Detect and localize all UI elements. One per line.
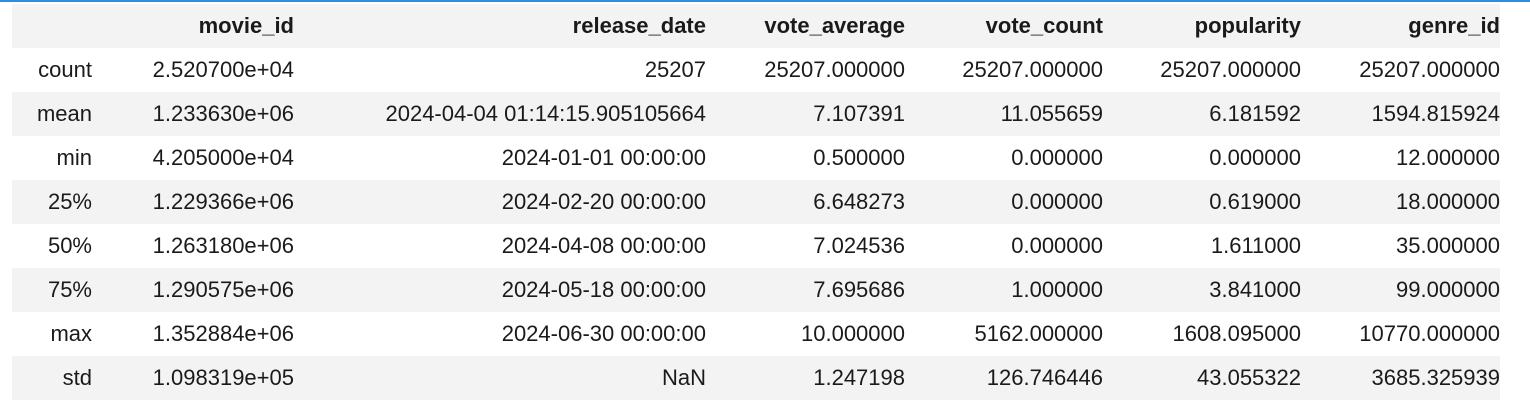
column-header-movie-id: movie_id (92, 4, 294, 48)
table-row-count: count 2.520700e+04 25207 25207.000000 25… (12, 48, 1500, 92)
row-label-max: max (12, 312, 92, 356)
cell-25-percent-genre-id: 18.000000 (1301, 180, 1500, 224)
cell-mean-popularity: 6.181592 (1103, 92, 1301, 136)
cell-max-movie-id: 1.352884e+06 (92, 312, 294, 356)
cell-min-genre-id: 12.000000 (1301, 136, 1500, 180)
cell-75-percent-genre-id: 99.000000 (1301, 268, 1500, 312)
row-label-count: count (12, 48, 92, 92)
cell-std-release-date: NaN (294, 356, 706, 400)
cell-std-vote-average: 1.247198 (706, 356, 905, 400)
cell-min-vote-average: 0.500000 (706, 136, 905, 180)
cell-75-percent-vote-average: 7.695686 (706, 268, 905, 312)
cell-50-percent-popularity: 1.611000 (1103, 224, 1301, 268)
cell-max-genre-id: 10770.000000 (1301, 312, 1500, 356)
cell-50-percent-genre-id: 35.000000 (1301, 224, 1500, 268)
cell-count-vote-average: 25207.000000 (706, 48, 905, 92)
cell-count-movie-id: 2.520700e+04 (92, 48, 294, 92)
cell-max-popularity: 1608.095000 (1103, 312, 1301, 356)
describe-dataframe-table: movie_id release_date vote_average vote_… (12, 4, 1500, 400)
cell-min-movie-id: 4.205000e+04 (92, 136, 294, 180)
cell-25-percent-popularity: 0.619000 (1103, 180, 1301, 224)
cell-max-release-date: 2024-06-30 00:00:00 (294, 312, 706, 356)
row-label-std: std (12, 356, 92, 400)
cell-50-percent-release-date: 2024-04-08 00:00:00 (294, 224, 706, 268)
cell-75-percent-popularity: 3.841000 (1103, 268, 1301, 312)
cell-mean-release-date: 2024-04-04 01:14:15.905105664 (294, 92, 706, 136)
column-header-popularity: popularity (1103, 4, 1301, 48)
cell-50-percent-vote-average: 7.024536 (706, 224, 905, 268)
cell-25-percent-vote-count: 0.000000 (905, 180, 1103, 224)
table-row-max: max 1.352884e+06 2024-06-30 00:00:00 10.… (12, 312, 1500, 356)
column-header-release-date: release_date (294, 4, 706, 48)
cell-25-percent-movie-id: 1.229366e+06 (92, 180, 294, 224)
cell-mean-vote-count: 11.055659 (905, 92, 1103, 136)
index-header-cell (12, 4, 92, 48)
cell-mean-vote-average: 7.107391 (706, 92, 905, 136)
column-header-vote-average: vote_average (706, 4, 905, 48)
cell-mean-movie-id: 1.233630e+06 (92, 92, 294, 136)
row-label-50-percent: 50% (12, 224, 92, 268)
cell-75-percent-release-date: 2024-05-18 00:00:00 (294, 268, 706, 312)
table-header-row: movie_id release_date vote_average vote_… (12, 4, 1500, 48)
cell-25-percent-release-date: 2024-02-20 00:00:00 (294, 180, 706, 224)
cell-focus-rule (0, 0, 1530, 2)
cell-std-genre-id: 3685.325939 (1301, 356, 1500, 400)
cell-min-popularity: 0.000000 (1103, 136, 1301, 180)
table-row-min: min 4.205000e+04 2024-01-01 00:00:00 0.5… (12, 136, 1500, 180)
cell-75-percent-movie-id: 1.290575e+06 (92, 268, 294, 312)
cell-75-percent-vote-count: 1.000000 (905, 268, 1103, 312)
cell-50-percent-vote-count: 0.000000 (905, 224, 1103, 268)
row-label-75-percent: 75% (12, 268, 92, 312)
table-row-std: std 1.098319e+05 NaN 1.247198 126.746446… (12, 356, 1500, 400)
cell-min-vote-count: 0.000000 (905, 136, 1103, 180)
table-row-mean: mean 1.233630e+06 2024-04-04 01:14:15.90… (12, 92, 1500, 136)
cell-count-popularity: 25207.000000 (1103, 48, 1301, 92)
cell-count-genre-id: 25207.000000 (1301, 48, 1500, 92)
row-label-mean: mean (12, 92, 92, 136)
cell-std-popularity: 43.055322 (1103, 356, 1301, 400)
cell-std-vote-count: 126.746446 (905, 356, 1103, 400)
cell-50-percent-movie-id: 1.263180e+06 (92, 224, 294, 268)
table-row-25-percent: 25% 1.229366e+06 2024-02-20 00:00:00 6.6… (12, 180, 1500, 224)
column-header-vote-count: vote_count (905, 4, 1103, 48)
cell-count-vote-count: 25207.000000 (905, 48, 1103, 92)
row-label-min: min (12, 136, 92, 180)
cell-max-vote-count: 5162.000000 (905, 312, 1103, 356)
cell-std-movie-id: 1.098319e+05 (92, 356, 294, 400)
row-label-25-percent: 25% (12, 180, 92, 224)
cell-mean-genre-id: 1594.815924 (1301, 92, 1500, 136)
table-row-50-percent: 50% 1.263180e+06 2024-04-08 00:00:00 7.0… (12, 224, 1500, 268)
cell-max-vote-average: 10.000000 (706, 312, 905, 356)
cell-25-percent-vote-average: 6.648273 (706, 180, 905, 224)
column-header-genre-id: genre_id (1301, 4, 1500, 48)
table-row-75-percent: 75% 1.290575e+06 2024-05-18 00:00:00 7.6… (12, 268, 1500, 312)
cell-count-release-date: 25207 (294, 48, 706, 92)
cell-min-release-date: 2024-01-01 00:00:00 (294, 136, 706, 180)
